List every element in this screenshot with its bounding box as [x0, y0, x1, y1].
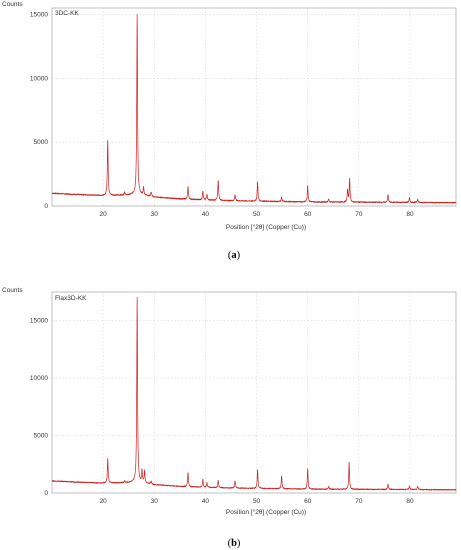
plot-frame — [51, 7, 457, 207]
caption-open: ( — [228, 538, 232, 549]
plot-frame — [51, 291, 457, 494]
y-tick-label: 5000 — [34, 433, 49, 440]
x-tick-label: 20 — [100, 498, 108, 505]
x-axis-title: Position [°2θ] (Copper (Cu)) — [226, 508, 306, 516]
xrd-pattern-line — [51, 296, 457, 491]
grid-b — [52, 292, 456, 493]
x-tick-label: 80 — [406, 211, 414, 218]
grid-a — [52, 8, 456, 206]
xrd-panel-a: Counts 3DC-KK 0 5000 10000 15000 20 30 40 50 60… — [0, 0, 461, 262]
xrd-chart-a: Counts 3DC-KK 0 5000 10000 15000 20 30 40 50 60… — [2, 1, 457, 261]
y-tick-label: 0 — [44, 490, 48, 497]
x-ticks-b: 20 30 40 50 60 70 80 — [100, 498, 414, 505]
x-tick-label: 70 — [355, 498, 363, 505]
panel-caption-b: (b) — [228, 538, 241, 549]
x-tick-label: 60 — [304, 211, 312, 218]
x-tick-label: 40 — [202, 211, 210, 218]
sample-label: 3DC-KK — [55, 10, 80, 17]
y-tick-label: 15000 — [30, 318, 48, 325]
x-tick-label: 30 — [151, 498, 159, 505]
y-tick-label: 10000 — [30, 75, 48, 82]
xrd-chart-b: Counts Flax3D-KK 0 5000 10000 15000 20 30 40 5… — [2, 287, 457, 549]
y-ticks-b: 0 5000 10000 15000 — [30, 318, 48, 497]
x-tick-label: 80 — [406, 498, 414, 505]
x-tick-label: 40 — [202, 498, 210, 505]
sample-label: Flax3D-KK — [55, 295, 87, 302]
x-axis-title: Position [°2θ] (Copper (Cu)) — [226, 223, 306, 231]
x-tick-label: 20 — [100, 211, 108, 218]
panel-caption-a: (a) — [228, 250, 241, 261]
caption-open: ( — [228, 250, 232, 261]
x-tick-label: 50 — [253, 498, 261, 505]
x-tick-label: 30 — [151, 211, 159, 218]
caption-letter: a — [231, 250, 237, 261]
xrd-panel-b: Counts Flax3D-KK 0 5000 10000 15000 20 30 40 5… — [0, 284, 461, 549]
caption-letter: b — [231, 538, 237, 549]
x-tick-label: 70 — [355, 211, 363, 218]
x-tick-label: 50 — [253, 211, 261, 218]
y-tick-label: 15000 — [30, 11, 48, 18]
y-axis-title: Counts — [2, 287, 23, 294]
x-tick-label: 60 — [304, 498, 312, 505]
y-tick-label: 5000 — [34, 139, 49, 146]
axes-b — [51, 291, 457, 494]
caption-close: ) — [237, 250, 241, 261]
y-axis-title: Counts — [2, 1, 23, 8]
series-b — [51, 296, 457, 491]
y-tick-label: 10000 — [30, 375, 48, 382]
y-tick-label: 0 — [44, 203, 48, 210]
caption-close: ) — [237, 538, 241, 549]
x-ticks-a: 20 30 40 50 60 70 80 — [100, 211, 414, 218]
y-ticks-a: 0 5000 10000 15000 — [30, 11, 48, 210]
series-a — [51, 13, 457, 204]
xrd-pattern-line — [51, 13, 457, 204]
axes-a — [51, 7, 457, 207]
